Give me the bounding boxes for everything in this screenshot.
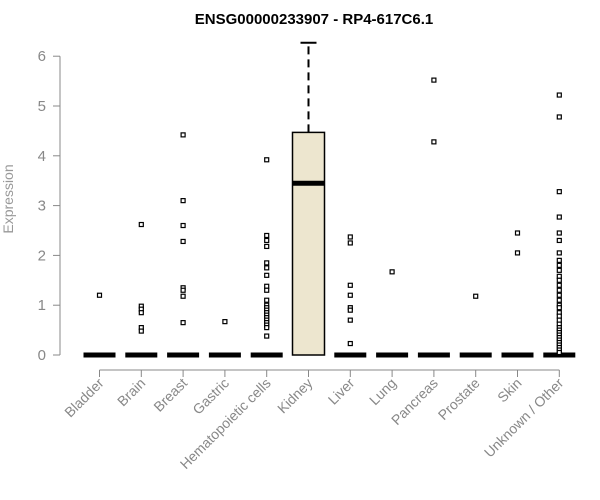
outlier-point xyxy=(556,250,562,256)
outlier-point xyxy=(556,305,562,311)
outlier-point xyxy=(556,349,562,356)
outlier-point xyxy=(556,214,562,220)
outlier-point xyxy=(556,237,562,244)
outlier-point xyxy=(347,340,353,347)
box-group xyxy=(543,92,576,358)
y-axis-label: Expression xyxy=(0,164,16,233)
x-tick-label: Breast xyxy=(150,375,190,415)
y-axis: 0 1 2 3 4 5 6 xyxy=(38,48,61,364)
outlier-point xyxy=(264,333,270,339)
box-group xyxy=(125,221,158,358)
outlier-point xyxy=(264,297,270,303)
outlier-point xyxy=(556,230,562,236)
box-group xyxy=(417,77,450,358)
outlier-point xyxy=(514,250,521,256)
outlier-point xyxy=(264,260,270,266)
outlier-point xyxy=(556,282,562,288)
x-tick-label: Lung xyxy=(366,375,399,408)
y-tick-label: 5 xyxy=(38,98,46,115)
box-group xyxy=(250,157,283,358)
outlier-point xyxy=(347,240,353,246)
outlier-point xyxy=(222,319,228,325)
outlier-point xyxy=(96,292,103,298)
outlier-point xyxy=(264,265,270,271)
box-group xyxy=(501,230,534,358)
x-tick-label: Brain xyxy=(114,375,148,409)
outlier-point xyxy=(556,287,562,293)
box-series xyxy=(83,41,576,358)
outlier-point xyxy=(180,287,186,293)
outlier-point xyxy=(138,310,144,316)
outlier-point xyxy=(264,157,270,163)
x-tick-label: Kidney xyxy=(274,375,316,417)
y-tick-label: 0 xyxy=(38,347,46,364)
outlier-point xyxy=(180,320,186,326)
box-group xyxy=(459,293,492,358)
outlier-point xyxy=(180,293,186,299)
box-group xyxy=(291,41,326,356)
box-group xyxy=(208,319,241,358)
outlier-point xyxy=(180,198,186,204)
outlier-point xyxy=(138,328,144,334)
outlier-point xyxy=(347,307,353,313)
x-tick-label: Bladder xyxy=(61,375,107,421)
y-tick-label: 2 xyxy=(38,247,46,264)
outlier-point xyxy=(556,257,562,263)
outlier-point xyxy=(431,139,437,145)
y-tick-label: 1 xyxy=(38,297,46,314)
y-tick-label: 3 xyxy=(38,198,46,215)
outlier-point xyxy=(138,221,144,228)
box-group xyxy=(334,234,367,358)
outlier-point xyxy=(264,237,270,244)
x-tick-label: Prostate xyxy=(435,375,483,423)
outlier-point xyxy=(556,189,562,195)
outlier-point xyxy=(556,267,562,273)
outlier-point xyxy=(514,230,521,236)
chart-title: ENSG00000233907 - RP4-617C6.1 xyxy=(195,11,434,28)
outlier-point xyxy=(556,262,562,268)
outlier-point xyxy=(264,325,270,331)
outlier-point xyxy=(180,222,186,229)
outlier-point xyxy=(180,132,186,138)
x-tick-label: Skin xyxy=(494,375,525,406)
outlier-point xyxy=(556,297,562,303)
box-rect xyxy=(291,131,326,356)
outlier-point xyxy=(556,292,562,298)
outlier-point xyxy=(347,282,353,288)
outlier-point xyxy=(264,232,270,239)
y-tick-label: 6 xyxy=(38,48,46,65)
y-tick-label: 4 xyxy=(38,148,46,165)
outlier-point xyxy=(264,272,270,278)
outlier-point xyxy=(556,277,562,283)
outlier-point xyxy=(347,234,353,240)
box-group xyxy=(83,292,116,358)
outlier-point xyxy=(473,293,479,299)
box-group xyxy=(376,269,409,358)
outlier-point xyxy=(556,92,562,98)
x-tick-label: Liver xyxy=(325,375,358,408)
outlier-point xyxy=(264,287,270,293)
outlier-point xyxy=(347,317,353,323)
x-tick-label: Unknown / Other xyxy=(481,375,567,461)
outlier-point xyxy=(180,238,186,245)
outlier-point xyxy=(264,243,270,250)
outlier-point xyxy=(431,77,437,83)
outlier-point xyxy=(556,114,562,120)
box-group xyxy=(167,132,200,358)
outlier-point xyxy=(389,269,395,275)
outlier-point xyxy=(347,292,353,298)
